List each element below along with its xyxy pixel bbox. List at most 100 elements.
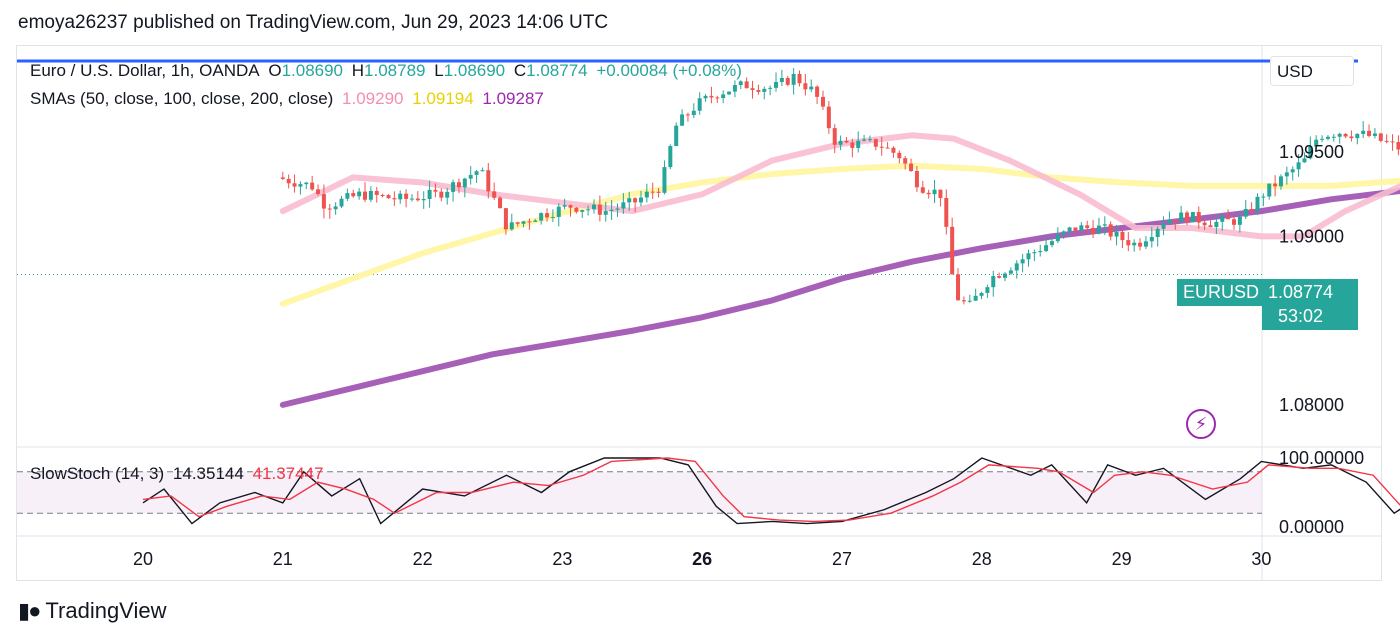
candle-body xyxy=(474,171,479,175)
lightning-icon[interactable]: ⚡ xyxy=(1186,409,1216,439)
candle-body xyxy=(1343,133,1348,137)
candle-body xyxy=(480,170,485,172)
candle-body xyxy=(286,178,291,184)
candle-body xyxy=(327,208,332,210)
candle-body xyxy=(586,209,591,211)
candle-body xyxy=(885,147,890,149)
candle-body xyxy=(961,300,966,302)
candle-body xyxy=(1102,224,1107,226)
candle-body xyxy=(1290,169,1295,173)
candle-body xyxy=(357,191,362,197)
countdown-tag: 53:02 xyxy=(1262,303,1358,330)
candle-body xyxy=(1226,216,1231,220)
brand-name: TradingView xyxy=(45,598,167,623)
candle-body xyxy=(879,146,884,148)
legend-h-value: 1.08789 xyxy=(364,61,426,80)
candle-body xyxy=(1278,176,1283,187)
candle-body xyxy=(1243,208,1248,217)
candle-body xyxy=(809,86,814,90)
candle-body xyxy=(304,182,309,185)
legend-symbol: Euro / U.S. Dollar, 1h, OANDA xyxy=(30,61,260,80)
stoch-legend-label: SlowStoch (14, 3) xyxy=(30,464,165,483)
candle-body xyxy=(979,292,984,296)
candle-body xyxy=(1096,225,1101,234)
candle-body xyxy=(1061,231,1066,235)
candle-body xyxy=(903,158,908,164)
candle-body xyxy=(345,193,350,199)
time-tick-label: 27 xyxy=(832,549,852,569)
candle-body xyxy=(867,139,872,141)
stoch-k-line xyxy=(142,457,1400,525)
candle-body xyxy=(750,88,755,91)
candle-body xyxy=(533,220,538,222)
candle-body xyxy=(462,178,467,188)
symbol-tag: EURUSD xyxy=(1177,279,1266,306)
sma100-value: 1.09194 xyxy=(412,89,474,108)
candle-body xyxy=(1155,228,1160,238)
candle-body xyxy=(1049,241,1054,246)
candle-body xyxy=(727,91,732,95)
candle-body xyxy=(779,77,784,82)
candle-body xyxy=(774,81,779,88)
candle-body xyxy=(421,198,426,201)
candle-body xyxy=(456,182,461,188)
candle-body xyxy=(674,125,679,147)
candle-body xyxy=(850,142,855,148)
candle-body xyxy=(321,194,326,209)
candle-body xyxy=(398,193,403,200)
candle-body xyxy=(703,95,708,99)
candle-body xyxy=(668,146,673,168)
candle-body xyxy=(1273,183,1278,187)
candle-body xyxy=(1167,220,1172,224)
candle-body xyxy=(1014,263,1019,271)
candle-body xyxy=(914,171,919,188)
candle-body xyxy=(527,221,532,223)
candle-body xyxy=(1108,224,1113,237)
candle-body xyxy=(756,90,761,92)
candle-body xyxy=(591,204,596,210)
time-tick-label: 26 xyxy=(692,549,712,569)
candle-body xyxy=(1085,225,1090,229)
candle-body xyxy=(1355,133,1360,139)
time-tick-label: 20 xyxy=(133,549,153,569)
candle-body xyxy=(956,274,961,301)
candle-body xyxy=(1143,241,1148,247)
candle-body xyxy=(409,198,414,200)
legend-o-value: 1.08690 xyxy=(281,61,344,80)
stoch-band-fill xyxy=(17,471,1262,514)
stoch-d-line xyxy=(142,457,1400,523)
candle-body xyxy=(1390,141,1395,143)
candle-body xyxy=(515,222,520,224)
candle-body xyxy=(1320,138,1325,140)
legend-c-value: 1.08774 xyxy=(526,61,588,80)
time-tick-label: 29 xyxy=(1112,549,1132,569)
candle-body xyxy=(1261,196,1266,198)
stoch-band xyxy=(17,471,1262,514)
candle-body xyxy=(897,152,902,159)
candle-body xyxy=(1079,225,1084,231)
sma-lines xyxy=(279,132,1400,408)
candle-body xyxy=(386,195,391,199)
candle-body xyxy=(351,193,356,197)
chart-frame xyxy=(16,45,1382,581)
time-tick-label: 23 xyxy=(552,549,572,569)
candle-body xyxy=(932,189,937,195)
candle-body xyxy=(392,198,397,200)
candle-body xyxy=(1267,183,1272,197)
candle-body xyxy=(785,77,790,85)
candle-body xyxy=(856,140,861,148)
candle-body xyxy=(1220,216,1225,222)
sma-legend: SMAs (50, close, 100, close, 200, close)… xyxy=(30,89,548,109)
legend-h-label: H xyxy=(351,61,365,80)
currency-button[interactable]: USD xyxy=(1270,56,1354,86)
candle-body xyxy=(768,87,773,89)
candle-body xyxy=(1067,227,1072,232)
candle-body xyxy=(1372,133,1377,136)
candle-body xyxy=(1302,158,1307,163)
candle-body xyxy=(826,106,831,129)
candle-body xyxy=(550,216,555,218)
candle-body xyxy=(820,96,825,107)
candle-body xyxy=(339,198,344,207)
stoch-k-value: 14.35144 xyxy=(172,464,244,483)
